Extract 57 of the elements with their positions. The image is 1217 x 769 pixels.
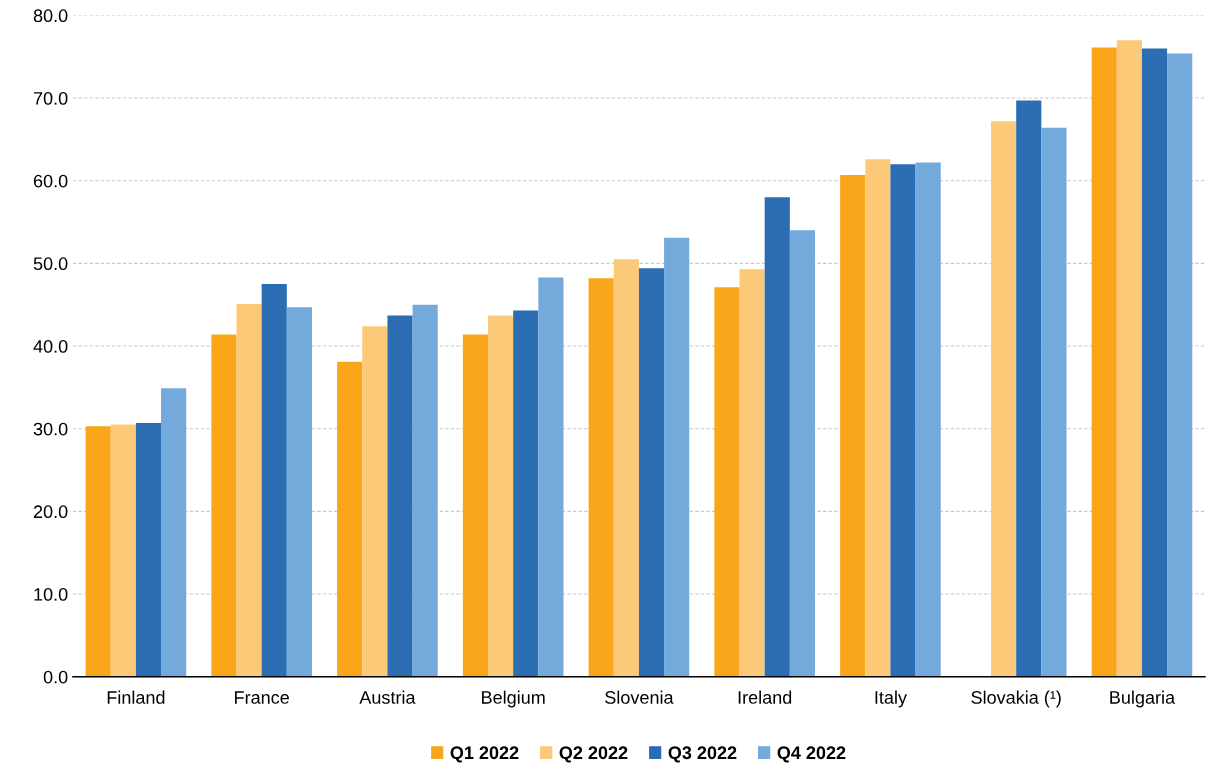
bar [110, 424, 136, 677]
x-tick-label: Italy [875, 690, 907, 708]
y-tick-label: 60.0 [33, 174, 68, 188]
legend-label: Q3 2022 [668, 746, 737, 763]
bar [538, 277, 564, 677]
bar [236, 303, 262, 677]
bar [1116, 40, 1142, 677]
bar [588, 278, 614, 677]
x-tick-label: Finland [107, 690, 165, 704]
bar [412, 304, 438, 677]
y-tick-label: 10.0 [34, 587, 68, 601]
x-tick-label: Ireland [738, 690, 792, 704]
legend-label: Q4 2022 [777, 746, 846, 763]
bar [991, 121, 1017, 677]
bar [613, 259, 639, 677]
y-tick-label: 80.0 [33, 9, 68, 23]
x-tick-label: France [235, 691, 289, 704]
y-tick-label: 20.0 [33, 505, 68, 519]
bar [739, 269, 765, 677]
y-tick-label: 50.0 [33, 257, 68, 271]
x-tick-label: Slovenia [605, 690, 674, 704]
bar [1016, 100, 1042, 677]
x-tick-label: Slovakia (¹) [971, 690, 1061, 708]
bar [488, 315, 514, 677]
bar [135, 422, 162, 677]
bar [1141, 48, 1168, 677]
bar [513, 310, 539, 677]
y-tick-label: 0.0 [43, 670, 68, 684]
bar [286, 307, 312, 677]
bar [161, 388, 187, 677]
bar [789, 230, 815, 677]
bar [337, 361, 363, 677]
bar [1041, 127, 1067, 677]
bar [664, 237, 690, 677]
bar [211, 334, 237, 677]
bar [865, 159, 891, 677]
x-tick-label: Austria [359, 690, 416, 704]
bar [1091, 47, 1117, 677]
bar [1167, 53, 1193, 677]
legend-label: Q1 2022 [450, 746, 519, 763]
bar [362, 326, 388, 677]
bar [387, 315, 413, 677]
y-tick-label: 70.0 [33, 91, 68, 105]
bar [890, 164, 916, 677]
bar [840, 174, 866, 677]
bar [261, 284, 287, 677]
bar [714, 287, 740, 677]
bar [915, 162, 941, 677]
x-tick-label: Belgium [482, 690, 545, 708]
bar [462, 334, 489, 677]
bar [85, 426, 111, 677]
legend-label: Q2 2022 [559, 746, 628, 763]
y-tick-label: 40.0 [33, 339, 68, 353]
bar [764, 197, 790, 677]
x-tick-label: Bulgaria [1110, 690, 1176, 708]
bar [638, 268, 665, 677]
y-tick-label: 30.0 [33, 422, 68, 436]
